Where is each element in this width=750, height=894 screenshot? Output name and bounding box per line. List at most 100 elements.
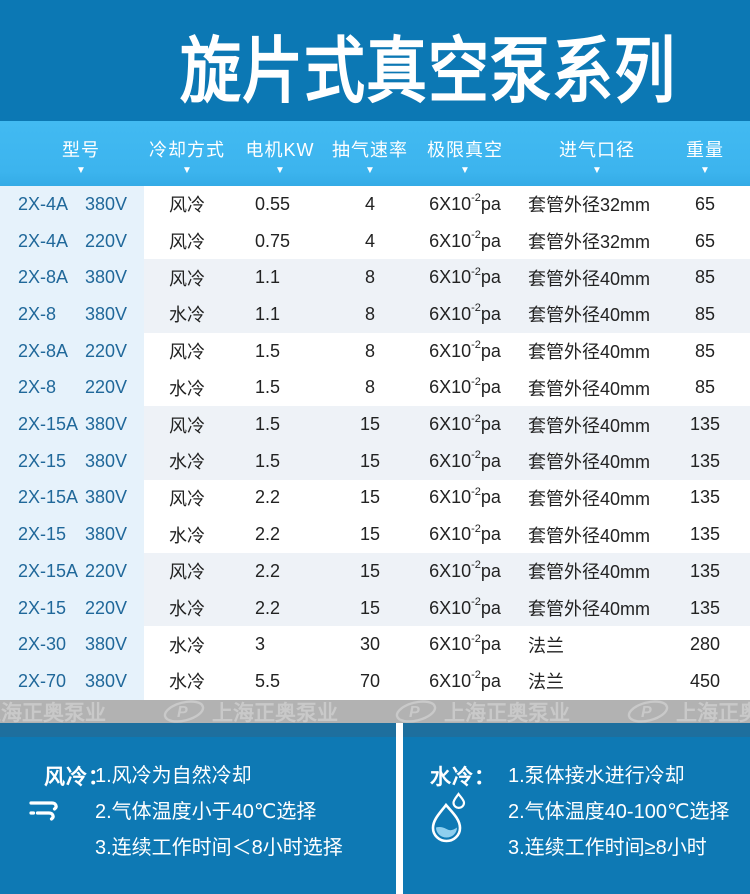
ultimate-vacuum-cell: 6X10 -2 pa [410,443,520,480]
column-header-label: 抽气速率 [332,140,408,160]
weight-cell: 85 [694,377,716,398]
air-cooling-label: 风冷： [44,766,110,789]
model-value: 2X-15 [18,597,67,618]
page-title: 旋片式真空泵系列 [180,31,677,112]
watermark-item: P 上海正奥泵业 [162,700,338,723]
vacuum-base: 6X10 [429,487,472,508]
voltage-value: 380V [85,303,128,324]
watermark-band: P 上海正奥泵业 P 上海正奥泵业 P 上海正奥泵业 P 上海正奥泵业 [0,700,750,723]
model-cell: 2X-15 380V [0,442,144,480]
section-top-strip [0,723,750,737]
model-cell: 2X-15 380V [0,516,144,554]
inlet-diameter-cell: 套管外径32mm [528,195,651,216]
weight-cell: 85 [694,267,716,288]
table-row: 2X-8 220V 水冷 1.5 8 6X10 -2 pa 套管外径40mm 85 [0,369,750,407]
motor-kw-cell: 1.5 [255,414,281,435]
model-value: 2X-15A [18,560,79,581]
model-cell: 2X-15A 380V [0,406,144,443]
watermark-brand-text: 上海正奥泵业 [444,701,570,724]
inlet-diameter-cell: 套管外径40mm [528,305,651,326]
inlet-diameter-cell: 套管外径40mm [528,342,651,363]
motor-kw-cell: 0.75 [255,230,291,251]
voltage-value: 380V [85,414,128,435]
weight-cell: 85 [694,340,716,361]
motor-kw-cell: 1.5 [255,340,281,361]
vacuum-exponent: -2 [471,485,481,498]
weight-cell: 85 [694,303,716,324]
cooling-cell: 水冷 [169,378,205,399]
voltage-value: 220V [85,340,128,361]
vacuum-base: 6X10 [429,414,472,435]
sort-arrow-icon: ▼ [592,165,602,176]
weight-cell: 135 [689,597,721,618]
table-header-row: 型号 ▼ 冷却方式 ▼ 电机KW ▼ 抽气速率 ▼ 极限真空 ▼ 进气口径 ▼ … [0,121,750,186]
table-row: 2X-15 220V 水冷 2.2 15 6X10 -2 pa 套管外径40mm 1… [0,589,750,627]
pumping-speed-cell: 70 [359,670,381,691]
inlet-diameter-cell: 套管外径40mm [528,415,651,436]
weight-cell: 135 [689,487,721,508]
vacuum-base: 6X10 [429,340,472,361]
vacuum-unit: pa [480,414,501,435]
vacuum-exponent: -2 [471,302,481,315]
ultimate-vacuum-cell: 6X10 -2 pa [410,186,520,223]
weight-cell: 135 [689,524,721,545]
motor-kw-cell: 1.1 [255,267,281,288]
water-cooling-notes: 1.泵体接水进行冷却 2.气体温度40-100℃选择 3.连续工作时间≥8小时 [508,758,729,866]
pumping-speed-cell: 8 [364,377,375,398]
watermark-brand-text: 上海正奥泵业 [676,701,750,724]
table-row: 2X-4A 220V 风冷 0.75 4 6X10 -2 pa 套管外径32mm 6… [0,222,750,260]
svg-text:P: P [409,704,420,721]
vacuum-exponent: -2 [471,669,481,682]
vacuum-unit: pa [480,450,501,471]
cooling-cell: 风冷 [169,268,205,289]
model-value: 2X-15A [18,414,79,435]
model-cell: 2X-15A 380V [0,479,144,517]
weight-cell: 65 [694,193,716,214]
inlet-diameter-cell: 套管外径40mm [528,525,651,546]
vacuum-base: 6X10 [429,524,472,545]
voltage-value: 380V [85,670,128,691]
voltage-value: 380V [85,524,128,545]
motor-kw-cell: 2.2 [255,597,281,618]
motor-kw-cell: 3 [255,634,266,655]
inlet-diameter-cell: 套管外径40mm [528,599,651,620]
brand-logo-icon: P [163,700,205,723]
model-value: 2X-4A [18,193,69,214]
ultimate-vacuum-cell: 6X10 -2 pa [410,259,520,296]
cooling-cell: 水冷 [169,525,205,546]
vacuum-exponent: -2 [471,229,481,242]
pumping-speed-cell: 4 [364,230,375,251]
table-row: 2X-4A 380V 风冷 0.55 4 6X10 -2 pa 套管外径32mm 6… [0,186,750,223]
inlet-diameter-cell: 套管外径40mm [528,378,651,399]
voltage-value: 220V [85,560,128,581]
ultimate-vacuum-cell: 6X10 -2 pa [410,516,520,553]
vacuum-base: 6X10 [429,597,472,618]
model-cell: 2X-8A 380V [0,259,144,297]
weight-cell: 280 [689,634,721,655]
table-body: 2X-4A 380V 风冷 0.55 4 6X10 -2 pa 套管外径32mm 6… [0,186,750,700]
vacuum-exponent: -2 [471,265,481,278]
model-value: 2X-15A [18,487,79,508]
weight-cell: 450 [689,670,721,691]
vacuum-base: 6X10 [429,560,472,581]
model-cell: 2X-4A 220V [0,222,144,260]
ultimate-vacuum-cell: 6X10 -2 pa [410,626,520,663]
pumping-speed-cell: 15 [359,450,381,471]
note-line: 3.连续工作时间＜8小时选择 [95,837,343,859]
vacuum-exponent: -2 [471,449,481,462]
ultimate-vacuum-cell: 6X10 -2 pa [410,480,520,517]
column-header-label: 重量 [686,140,724,160]
sort-arrow-icon: ▼ [365,165,375,176]
cooling-cell: 水冷 [169,672,205,693]
inlet-diameter-cell: 套管外径32mm [528,232,651,253]
cooling-cell: 风冷 [169,195,205,216]
wind-icon [28,793,60,832]
model-cell: 2X-8 380V [0,296,144,333]
model-value: 2X-30 [18,634,67,655]
motor-kw-cell: 2.2 [255,524,281,545]
pumping-speed-cell: 15 [359,487,381,508]
pumping-speed-cell: 15 [359,414,381,435]
inlet-diameter-cell: 套管外径40mm [528,268,651,289]
sort-arrow-icon: ▼ [275,165,285,176]
model-cell: 2X-15 220V [0,589,144,627]
